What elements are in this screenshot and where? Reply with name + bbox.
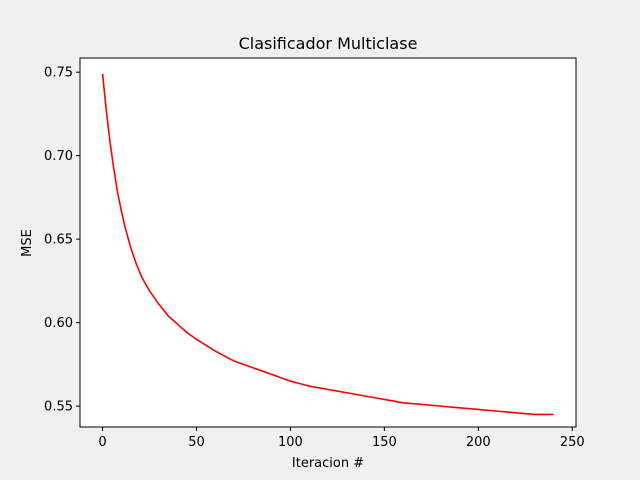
- y-axis: 0.55 0.60 0.65 0.70 0.75: [44, 66, 80, 415]
- x-tick-label: 250: [560, 435, 585, 450]
- plot-frame: [79, 57, 577, 428]
- y-tick-label: 0.75: [44, 66, 73, 81]
- series-line: [101, 73, 554, 416]
- series-layer: [101, 73, 554, 416]
- x-axis-label: Iteracion #: [292, 456, 364, 471]
- x-tick-label: 150: [372, 435, 397, 450]
- x-tick-label: 100: [278, 435, 303, 450]
- y-tick-label: 0.65: [44, 233, 73, 248]
- x-tick-label: 200: [466, 435, 491, 450]
- x-tick-label: 50: [188, 435, 205, 450]
- y-axis-label: MSE: [20, 229, 35, 257]
- y-tick-label: 0.70: [44, 149, 73, 164]
- y-tick-label: 0.60: [44, 316, 73, 331]
- y-tick-label: 0.55: [44, 400, 73, 415]
- plot-area: [80, 58, 576, 427]
- x-axis: 0 50 100 150 200 250: [98, 427, 585, 450]
- chart-title: Clasificador Multiclase: [239, 34, 418, 53]
- x-tick-label: 0: [98, 435, 106, 450]
